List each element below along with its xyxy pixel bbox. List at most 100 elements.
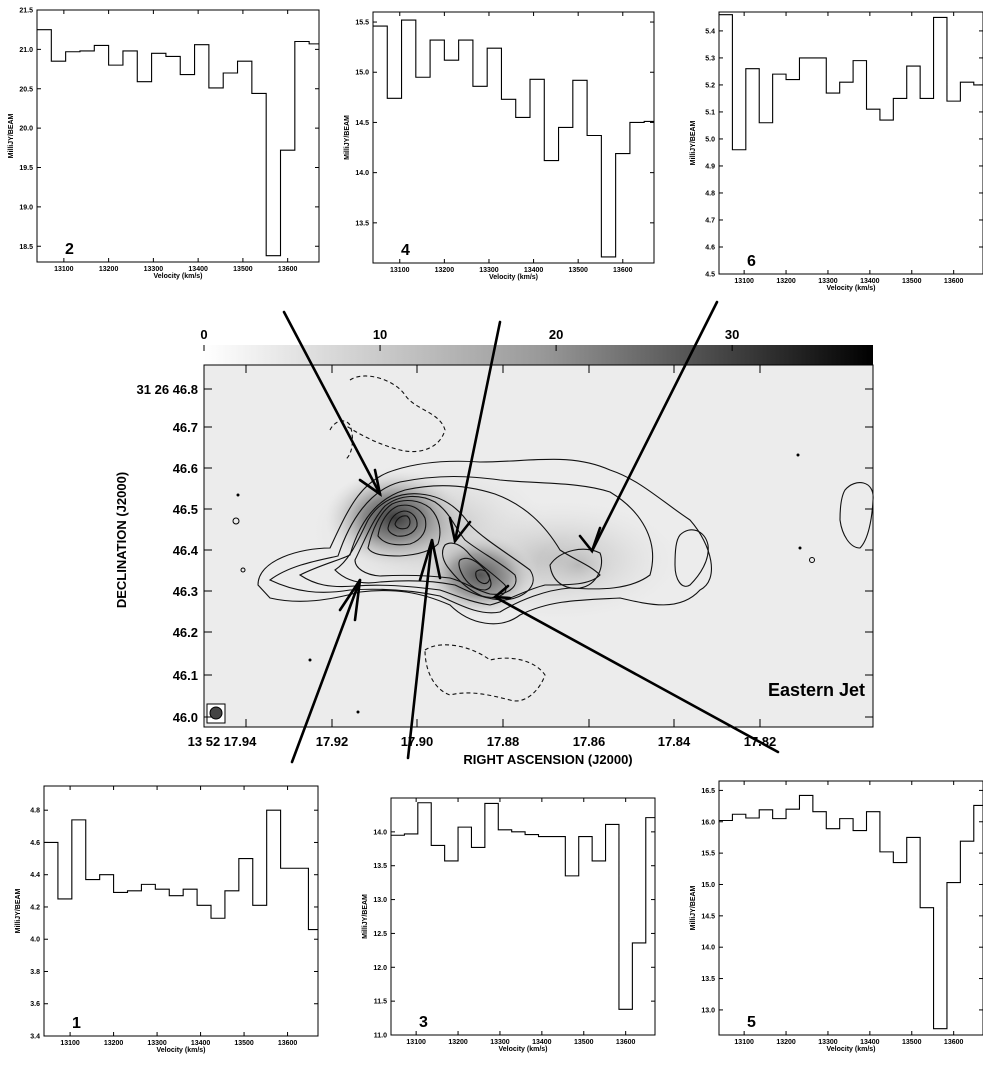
y-axis-label: MilliJY/BEAM — [362, 894, 369, 939]
x-tick-label: 13400 — [860, 278, 880, 285]
arrowhead-5 — [491, 584, 512, 600]
dec-tick-label: 46.5 — [173, 502, 198, 517]
y-tick-label: 13.5 — [373, 863, 387, 870]
dec-tick-label: 46.7 — [173, 420, 198, 435]
y-tick-label: 12.5 — [373, 931, 387, 938]
spectrum-panel-3: 13100 13200 13300 13400 13500 13600 11.0 11.5 12… — [362, 797, 656, 1053]
x-tick-label: 13300 — [818, 278, 838, 285]
y-tick-label: 12.0 — [373, 965, 387, 972]
x-tick-label: 13400 — [532, 1039, 552, 1046]
plot-frame — [718, 780, 983, 1036]
arrowhead-6 — [578, 526, 602, 554]
x-tick-label: 13600 — [278, 266, 298, 273]
y-tick-label: 3.6 — [30, 1001, 40, 1008]
x-tick-label: 13500 — [902, 278, 922, 285]
x-tick-label: 13100 — [734, 1039, 754, 1046]
dec-tick-label: 46.0 — [173, 710, 198, 725]
map-ylabel: DECLINATION (J2000) — [114, 472, 129, 608]
dec-tick-label: 46.1 — [173, 668, 198, 683]
y-axis-label: MilliJY/BEAM — [690, 885, 697, 930]
x-tick-label: 13400 — [524, 267, 544, 274]
y-tick-label: 16.0 — [701, 819, 715, 826]
y-tick-label: 15.5 — [701, 851, 715, 858]
spectrum-panel-5: 13100 13200 13300 13400 13500 13600 13.0 13.5 14… — [690, 780, 983, 1053]
y-axis-label: MilliJY/BEAM — [344, 115, 351, 160]
dec-tick-label: 46.4 — [173, 543, 199, 558]
y-tick-label: 20.0 — [19, 126, 33, 133]
spectrum-panel-4: 13100 13200 13300 13400 13500 13600 13.5 14.0 14… — [344, 11, 655, 281]
x-tick-label: 13200 — [435, 267, 455, 274]
x-tick-label: 13200 — [104, 1040, 124, 1047]
x-tick-label: 13500 — [568, 267, 588, 274]
arrow-panel-1 — [290, 578, 362, 764]
ra-tick-label: 17.86 — [573, 734, 606, 749]
arrow-panel-6 — [590, 300, 719, 553]
x-tick-label: 13100 — [54, 266, 74, 273]
radio-map: 0 10 20 30 — [114, 327, 874, 767]
arrow-panel-5 — [493, 595, 780, 754]
ra-tick-label: 17.84 — [658, 734, 691, 749]
x-tick-label: 13300 — [144, 266, 164, 273]
y-tick-label: 4.4 — [30, 872, 40, 879]
x-tick-label: 13400 — [188, 266, 208, 273]
y-tick-label: 5.4 — [705, 28, 715, 35]
arrow-panel-4 — [453, 320, 502, 543]
panel-label: 1 — [72, 1015, 81, 1032]
y-tick-label: 15.0 — [701, 882, 715, 889]
spectrum-line — [44, 809, 318, 931]
x-tick-label: 13600 — [944, 1039, 964, 1046]
map-xlabel: RIGHT ASCENSION (J2000) — [463, 752, 632, 767]
y-tick-label: 18.5 — [19, 244, 33, 251]
x-axis-label: Velocity (km/s) — [489, 274, 538, 281]
y-tick-label: 21.5 — [19, 8, 33, 15]
arrowhead-3 — [418, 539, 442, 582]
arrowhead-4 — [448, 516, 472, 544]
dec-tick-label: 31 26 46.8 — [137, 382, 198, 397]
panel-label: 5 — [747, 1014, 756, 1031]
y-tick-label: 11.5 — [374, 999, 387, 1006]
x-tick-label: 13200 — [448, 1039, 468, 1046]
y-tick-label: 19.5 — [19, 165, 33, 172]
y-tick-label: 14.0 — [701, 945, 715, 952]
spectrum-panel-1: 13100 13200 13300 13400 13500 13600 3.4 3.6 3.8 4… — [15, 785, 319, 1054]
y-axis-label: MilliJY/BEAM — [15, 888, 22, 933]
y-axis-label: MilliJY/BEAM — [690, 120, 697, 165]
y-tick-label: 4.9 — [705, 163, 715, 170]
colorbar-tick-label: 10 — [373, 327, 387, 342]
y-tick-label: 4.7 — [705, 217, 715, 224]
dec-tick-label: 46.3 — [173, 584, 198, 599]
spectrum-line — [37, 29, 319, 257]
panel-label: 2 — [65, 241, 74, 258]
x-tick-label: 13500 — [234, 1040, 254, 1047]
y-tick-label: 14.5 — [701, 913, 715, 920]
x-tick-label: 13600 — [613, 267, 633, 274]
x-tick-label: 13100 — [406, 1039, 426, 1046]
x-tick-label: 13300 — [147, 1040, 167, 1047]
y-tick-label: 13.0 — [373, 897, 387, 904]
arrowhead-1 — [338, 579, 362, 622]
y-tick-label: 11.0 — [374, 1033, 387, 1040]
y-tick-label: 13.0 — [701, 1007, 715, 1014]
spectrum-panel-6: 13100 13200 13300 13400 13500 13600 4.5 4.6 4.7 4… — [690, 11, 983, 292]
y-tick-label: 5.0 — [705, 136, 715, 143]
x-axis-label: Velocity (km/s) — [826, 1046, 875, 1053]
arrows — [282, 300, 780, 764]
arrowhead-2 — [358, 468, 382, 497]
y-tick-label: 19.0 — [19, 204, 33, 211]
y-tick-label: 4.8 — [705, 190, 715, 197]
x-tick-label: 13100 — [390, 267, 410, 274]
y-tick-label: 4.8 — [30, 808, 40, 815]
spectrum-line — [373, 19, 654, 258]
x-tick-label: 13500 — [902, 1039, 922, 1046]
arrow-panel-3 — [406, 538, 434, 760]
ra-tick-label: 17.88 — [487, 734, 520, 749]
x-tick-label: 13400 — [191, 1040, 211, 1047]
x-tick-label: 13500 — [574, 1039, 594, 1046]
beam-ellipse — [209, 706, 223, 720]
colorbar-ticks: 0 10 20 30 — [200, 327, 739, 351]
x-tick-label: 13200 — [99, 266, 119, 273]
x-tick-label: 13600 — [616, 1039, 636, 1046]
x-tick-label: 13300 — [479, 267, 499, 274]
plot-frame — [718, 11, 983, 275]
y-tick-label: 5.1 — [705, 109, 715, 116]
